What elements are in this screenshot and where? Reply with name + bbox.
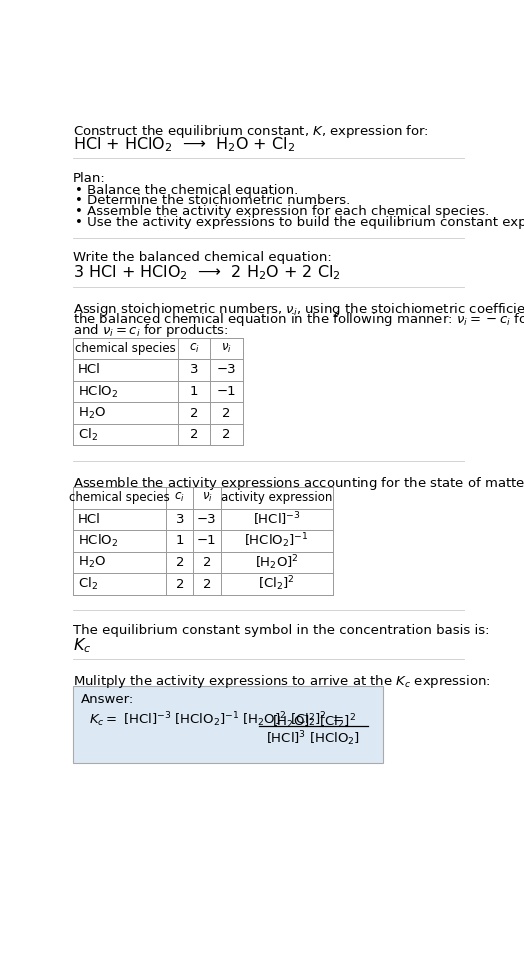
Text: [HCl]$^{-3}$: [HCl]$^{-3}$ — [253, 510, 301, 528]
Text: Construct the equilibrium constant, $K$, expression for:: Construct the equilibrium constant, $K$,… — [73, 123, 429, 140]
Text: −3: −3 — [217, 363, 236, 377]
Text: 2: 2 — [223, 428, 231, 441]
Text: • Assemble the activity expression for each chemical species.: • Assemble the activity expression for e… — [75, 205, 489, 218]
Text: −1: −1 — [197, 534, 217, 548]
Text: • Balance the chemical equation.: • Balance the chemical equation. — [75, 183, 298, 197]
Text: and $\nu_i = c_i$ for products:: and $\nu_i = c_i$ for products: — [73, 322, 229, 339]
Text: Cl$_2$: Cl$_2$ — [78, 427, 98, 443]
Text: 3: 3 — [190, 363, 199, 377]
Text: activity expression: activity expression — [221, 491, 332, 504]
Text: $K_c = $ [HCl]$^{-3}$ [HClO$_2$]$^{-1}$ [H$_2$O]$^2$ [Cl$_2$]$^2$ $=$: $K_c = $ [HCl]$^{-3}$ [HClO$_2$]$^{-1}$ … — [89, 711, 344, 729]
Text: chemical species: chemical species — [75, 342, 176, 355]
Text: $c_i$: $c_i$ — [189, 341, 200, 355]
Text: 3 HCl + HClO$_2$  ⟶  2 H$_2$O + 2 Cl$_2$: 3 HCl + HClO$_2$ ⟶ 2 H$_2$O + 2 Cl$_2$ — [73, 264, 341, 282]
Text: Write the balanced chemical equation:: Write the balanced chemical equation: — [73, 251, 332, 265]
Text: 2: 2 — [190, 407, 199, 420]
Text: chemical species: chemical species — [69, 491, 170, 504]
Text: [HCl]$^3$ [HClO$_2$]: [HCl]$^3$ [HClO$_2$] — [267, 730, 361, 748]
Text: The equilibrium constant symbol in the concentration basis is:: The equilibrium constant symbol in the c… — [73, 624, 490, 637]
Text: 2: 2 — [176, 556, 184, 569]
Text: 2: 2 — [223, 407, 231, 420]
Text: 1: 1 — [190, 385, 199, 398]
Text: $\nu_i$: $\nu_i$ — [221, 341, 232, 355]
Text: HCl: HCl — [78, 363, 101, 377]
Text: Assign stoichiometric numbers, $\nu_i$, using the stoichiometric coefficients, $: Assign stoichiometric numbers, $\nu_i$, … — [73, 301, 524, 317]
Text: 2: 2 — [203, 577, 211, 591]
Text: Answer:: Answer: — [81, 693, 134, 707]
Text: the balanced chemical equation in the following manner: $\nu_i = -c_i$ for react: the balanced chemical equation in the fo… — [73, 312, 524, 328]
Text: [H$_2$O]$^2$: [H$_2$O]$^2$ — [255, 553, 299, 572]
Text: HClO$_2$: HClO$_2$ — [78, 533, 118, 549]
Text: $c_i$: $c_i$ — [174, 491, 185, 504]
Text: $\nu_i$: $\nu_i$ — [202, 491, 212, 504]
Text: Mulitply the activity expressions to arrive at the $K_c$ expression:: Mulitply the activity expressions to arr… — [73, 673, 491, 690]
Text: 2: 2 — [190, 428, 199, 441]
Text: HClO$_2$: HClO$_2$ — [78, 384, 118, 400]
Text: HCl: HCl — [78, 513, 101, 526]
Text: −3: −3 — [197, 513, 217, 526]
Text: 2: 2 — [203, 556, 211, 569]
Text: [H$_2$O]$^2$ [Cl$_2$]$^2$: [H$_2$O]$^2$ [Cl$_2$]$^2$ — [271, 712, 355, 731]
Text: Plan:: Plan: — [73, 172, 106, 185]
Bar — [73, 338, 243, 445]
Text: 3: 3 — [176, 513, 184, 526]
Text: 1: 1 — [176, 534, 184, 548]
Text: HCl + HClO$_2$  ⟶  H$_2$O + Cl$_2$: HCl + HClO$_2$ ⟶ H$_2$O + Cl$_2$ — [73, 135, 296, 153]
Text: • Determine the stoichiometric numbers.: • Determine the stoichiometric numbers. — [75, 195, 350, 207]
Text: • Use the activity expressions to build the equilibrium constant expression.: • Use the activity expressions to build … — [75, 216, 524, 229]
Text: −1: −1 — [217, 385, 236, 398]
Text: [Cl$_2$]$^2$: [Cl$_2$]$^2$ — [258, 574, 295, 594]
FancyBboxPatch shape — [73, 686, 383, 762]
Text: H$_2$O: H$_2$O — [78, 406, 106, 421]
Text: Cl$_2$: Cl$_2$ — [78, 576, 98, 592]
Text: H$_2$O: H$_2$O — [78, 555, 106, 570]
Bar — [73, 487, 333, 595]
Text: $K_c$: $K_c$ — [73, 637, 92, 655]
Text: 2: 2 — [176, 577, 184, 591]
Text: [HClO$_2$]$^{-1}$: [HClO$_2$]$^{-1}$ — [244, 531, 309, 550]
Text: Assemble the activity expressions accounting for the state of matter and $\nu_i$: Assemble the activity expressions accoun… — [73, 475, 524, 492]
